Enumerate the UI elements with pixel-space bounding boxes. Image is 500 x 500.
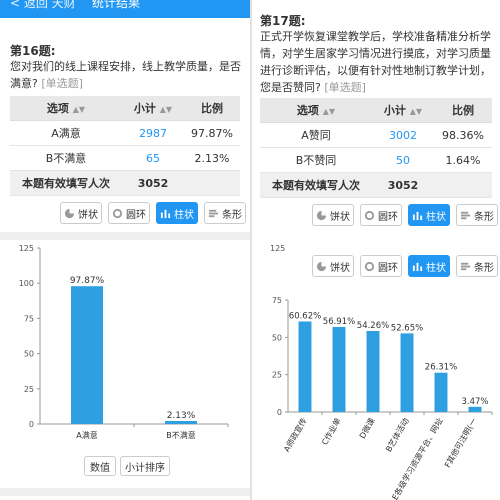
top-bar: < 返回 天财 统计结果 [0,0,250,18]
data-label: 54.26% [357,321,389,331]
data-label: 56.91% [323,317,355,327]
y-tick-label: 75 [24,314,34,323]
bar-icon [460,262,471,270]
column-icon [412,262,423,271]
bar-icon [208,209,219,217]
divider [0,488,250,496]
bar-button[interactable]: 条形 [456,255,498,277]
ring-button[interactable]: 圆环 [360,255,402,277]
stats-table: 选项 ▲▼ 小计 ▲▼ 比例 A满意 2987 97.87% B不满意 65 2… [10,96,240,196]
question-text: 正式开学恢复课堂教学后，学校准备精准分析学情，对学生居家学习情况进行摸底，对学习… [260,28,494,96]
data-label: 97.87% [70,276,105,286]
column-button[interactable]: 柱状 [408,204,450,226]
column-icon [160,209,171,218]
data-label: 2.13% [167,411,196,421]
ring-icon [112,208,123,218]
table-row: A满意 2987 97.87% [10,120,240,146]
sort-icon: ▲▼ [159,105,173,114]
pie-button[interactable]: 饼状 [312,204,354,226]
col-count[interactable]: 小计 ▲▼ [122,96,184,121]
question-body: 您对我们的线上课程安排，线上教学质量，是否满意? [10,60,241,90]
chart-type-buttons: 饼状 圆环 柱状 条形 [60,202,246,224]
table-row: A赞同 3002 98.36% [260,122,492,148]
question-body: 正式开学恢复课堂教学后，学校准备精准分析学情，对学生居家学习情况进行摸底，对学习… [260,30,491,94]
col-pct: 比例 [434,98,492,123]
bar [434,372,448,412]
bar-icon [460,211,471,219]
bar [400,333,414,412]
right-panel: 第17题: 正式开学恢复课堂教学后，学校准备精准分析学情，对学生居家学习情况进行… [250,0,500,500]
y-tick-label: 50 [24,350,34,359]
pie-icon [64,208,75,218]
y-tick-label: 0 [29,420,34,429]
table-row: B不赞同 50 1.64% [260,147,492,173]
bar [298,321,312,412]
values-button[interactable]: 数值 [84,456,116,476]
column-icon [412,211,423,220]
col-count[interactable]: 小计 ▲▼ [372,98,434,123]
pie-button[interactable]: 饼状 [60,202,102,224]
column-button[interactable]: 柱状 [156,202,198,224]
data-label: 60.62% [289,311,321,321]
data-label: 52.65% [391,323,423,333]
chart-type-buttons: 饼状 圆环 柱状 条形 [312,204,498,226]
y-tick-label: 25 [272,371,282,380]
data-label: 3.47% [461,397,488,407]
left-panel: < 返回 天财 统计结果 第16题: 您对我们的线上课程安排，线上教学质量，是否… [0,0,250,500]
y-tick-label: 75 [272,296,282,305]
category-label: B艺体活动 [383,416,410,453]
col-option[interactable]: 选项 ▲▼ [10,96,122,121]
ring-button[interactable]: 圆环 [108,202,150,224]
y-tick-label: 25 [24,385,34,394]
bar [71,286,103,424]
data-label: 26.31% [425,363,457,373]
col-option[interactable]: 选项 ▲▼ [260,98,372,123]
chart-type-buttons: 饼状 圆环 柱状 条形 [312,255,498,277]
category-label: D微课 [357,416,377,440]
y-tick-label: 125 [19,244,34,253]
category-label: B不满意 [166,430,196,440]
pie-button[interactable]: 饼状 [312,255,354,277]
chart-top-label: 125 [270,244,286,253]
sort-icon: ▲▼ [322,107,336,116]
pie-icon [316,210,327,220]
category-label: A满意 [76,430,97,440]
category-label: C作业单 [319,416,342,447]
table-row: B不满意 65 2.13% [10,145,240,171]
question-text: 您对我们的线上课程安排，线上教学质量，是否满意? [单选题] [10,58,242,92]
question-number: 第16题: [10,44,56,58]
category-label: F其他可注明(一 [442,416,479,469]
sort-icon: ▲▼ [409,107,423,116]
category-label: A师政宣传 [281,416,308,453]
bar [468,406,482,412]
divider [0,232,250,240]
bar-button[interactable]: 条形 [456,204,498,226]
y-tick-label: 50 [272,333,282,342]
sort-icon: ▲▼ [72,105,86,114]
q16-bar-chart: 0 25 50 75 100 125 97.87% A满意 2.13% B不满意 [19,244,229,440]
ring-icon [364,210,375,220]
question-type: [单选题] [324,81,366,94]
column-button[interactable]: 柱状 [408,255,450,277]
sort-by-count-button[interactable]: 小计排序 [120,456,170,476]
question-type: [单选题] [41,77,83,90]
bar-button[interactable]: 条形 [204,202,246,224]
table-total-row: 本题有效填写人次 3052 [10,170,240,196]
bar [366,330,380,412]
y-tick-label: 0 [277,408,282,417]
y-tick-label: 100 [19,279,34,288]
back-button[interactable]: < 返回 天财 [10,0,76,10]
question-number: 第17题: [260,14,306,28]
stats-table: 选项 ▲▼ 小计 ▲▼ 比例 A赞同 3002 98.36% B不赞同 50 1… [260,98,492,198]
pie-icon [316,261,327,271]
ring-icon [364,261,375,271]
ring-button[interactable]: 圆环 [360,204,402,226]
col-pct: 比例 [184,96,240,121]
table-total-row: 本题有效填写人次 3052 [260,172,492,198]
page-title: 统计结果 [92,0,141,10]
q17-bar-chart: 0 25 50 75 60.62% A师政宣传 56.91% C作业单 54.26% D微课 52.… [272,296,493,500]
bar [165,421,197,424]
bar [332,327,346,412]
